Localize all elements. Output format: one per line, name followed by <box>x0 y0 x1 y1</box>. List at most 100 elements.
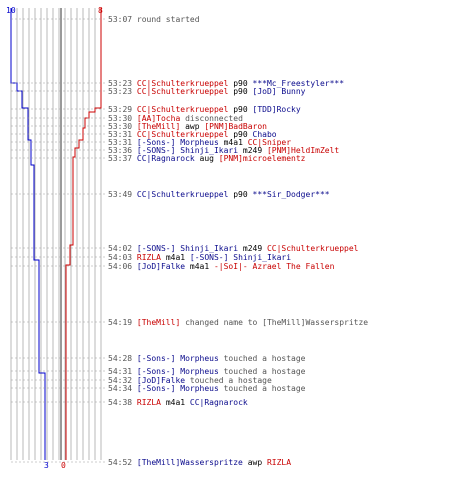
event-row: 53:29 CC|Schulterkrueppel p90 [TDD]Rocky <box>108 105 301 114</box>
player-name: [PNM]BadBaron <box>204 122 267 131</box>
player-name: Chabo <box>252 130 277 139</box>
event-time: 53:37 <box>108 154 137 163</box>
event-time: 53:23 <box>108 87 137 96</box>
player-name: [PNM]microelementz <box>218 154 306 163</box>
event-row: 53:23 CC|Schulterkrueppel p90 [JoD] Bunn… <box>108 87 306 96</box>
event-text: awp <box>180 122 205 131</box>
event-row: 54:06 [JoD]Falke m4a1 -|SoI|- Azrael The… <box>108 262 334 271</box>
event-time: 53:30 <box>108 122 137 131</box>
player-name: [AA]Tocha <box>136 114 181 123</box>
event-row: 53:07 round started <box>108 15 200 24</box>
event-time: 54:31 <box>108 367 137 376</box>
team-count-timeline <box>10 8 107 463</box>
event-text: p90 <box>228 190 253 199</box>
event-time: 53:31 <box>108 138 137 147</box>
player-name: [JoD]Falke <box>136 262 186 271</box>
event-row: 53:31 [-Sons-] Morpheus m4a1 CC|Sniper <box>108 138 291 147</box>
event-row: 53:36 [-SONS-] Shinji_Ikari m249 [PNM]He… <box>108 146 339 155</box>
event-text: aug <box>194 154 219 163</box>
red-count-start: 8 <box>98 6 103 15</box>
event-time: 54:38 <box>108 398 137 407</box>
player-name: CC|Schulterkrueppel <box>136 190 229 199</box>
player-name: [TheMill] <box>136 122 181 131</box>
player-name: CC|Ragnarock <box>189 398 248 407</box>
blue-count-end: 3 <box>44 461 49 470</box>
event-row: 54:31 [-Sons-] Morpheus touched a hostag… <box>108 367 306 376</box>
player-name: [JoD]Falke <box>136 376 186 385</box>
event-text: p90 <box>228 130 253 139</box>
player-name: RIZLA <box>266 458 292 467</box>
red-team-line <box>65 8 102 460</box>
player-name: [TDD]Rocky <box>252 105 301 114</box>
player-name: [JoD] Bunny <box>252 87 306 96</box>
player-name: CC|Schulterkrueppel <box>136 130 229 139</box>
event-time: 53:36 <box>108 146 137 155</box>
event-text: touched a hostage <box>185 376 272 385</box>
event-row: 54:34 [-Sons-] Morpheus touched a hostag… <box>108 384 306 393</box>
event-time: 53:31 <box>108 130 137 139</box>
event-time: 53:07 <box>108 15 137 24</box>
event-row: 54:03 RIZLA m4a1 [-SONS-] Shinji_Ikari <box>108 253 291 262</box>
player-name: CC|Schulterkrueppel <box>136 105 229 114</box>
player-name: [-Sons-] Morpheus <box>136 367 219 376</box>
event-time: 54:32 <box>108 376 137 385</box>
event-text: touched a hostage <box>218 354 306 363</box>
event-text: round started <box>136 15 200 24</box>
event-row: 53:23 CC|Schulterkrueppel p90 ***Mc_Free… <box>108 79 344 88</box>
event-row: 54:38 RIZLA m4a1 CC|Ragnarock <box>108 398 248 407</box>
event-row: 53:30 [TheMill] awp [PNM]BadBaron <box>108 122 267 131</box>
event-row: 53:37 CC|Ragnarock aug [PNM]microelement… <box>108 154 306 163</box>
event-row: 54:02 [-SONS-] Shinji_Ikari m249 CC|Schu… <box>108 244 358 253</box>
event-text: awp <box>242 458 267 467</box>
event-text: p90 <box>228 79 253 88</box>
player-name: [TheMill]Wasserspritze <box>136 458 243 467</box>
event-text: m4a1 <box>161 398 190 407</box>
event-time: 54:03 <box>108 253 137 262</box>
event-text: p90 <box>228 105 253 114</box>
event-text: m249 <box>238 146 267 155</box>
player-name: [-Sons-] Morpheus <box>136 354 219 363</box>
event-row: 54:19 [TheMill] changed name to [TheMill… <box>108 318 368 327</box>
event-time: 53:29 <box>108 105 137 114</box>
event-text: changed name to [TheMill]Wasserspritze <box>180 318 369 327</box>
player-name: CC|Sniper <box>247 138 292 147</box>
event-row: 53:30 [AA]Tocha disconnected <box>108 114 243 123</box>
event-text: m4a1 <box>218 138 248 147</box>
player-name: CC|Schulterkrueppel <box>266 244 359 253</box>
event-time: 54:02 <box>108 244 137 253</box>
event-row: 54:52 [TheMill]Wasserspritze awp RIZLA <box>108 458 291 467</box>
player-name: [-SONS-] Shinji_Ikari <box>136 146 239 155</box>
blue-team-line <box>10 8 46 460</box>
player-name: [PNM]HeldImZelt <box>266 146 340 155</box>
event-time: 54:19 <box>108 318 137 327</box>
event-text: m4a1 <box>185 262 214 271</box>
event-time: 53:23 <box>108 79 137 88</box>
event-text: touched a hostage <box>218 384 306 393</box>
player-name: CC|Schulterkrueppel <box>136 79 229 88</box>
player-name: CC|Schulterkrueppel <box>136 87 229 96</box>
player-name: ***Mc_Freestyler*** <box>252 79 345 88</box>
blue-count-start: 10 <box>6 6 16 15</box>
red-count-end: 0 <box>61 461 66 470</box>
event-row: 53:49 CC|Schulterkrueppel p90 ***Sir_Dod… <box>108 190 330 199</box>
event-text: touched a hostage <box>218 367 306 376</box>
event-text: p90 <box>228 87 253 96</box>
event-time: 54:06 <box>108 262 137 271</box>
event-text: m4a1 <box>161 253 190 262</box>
player-name: RIZLA <box>136 253 161 262</box>
player-name: CC|Ragnarock <box>136 154 195 163</box>
event-time: 54:28 <box>108 354 137 363</box>
player-name: [-Sons-] Morpheus <box>136 138 219 147</box>
player-name: [-SONS-] Shinji_Ikari <box>189 253 292 262</box>
event-row: 53:31 CC|Schulterkrueppel p90 Chabo <box>108 130 277 139</box>
player-name: ***Sir_Dodger*** <box>252 190 330 199</box>
event-time: 53:49 <box>108 190 137 199</box>
player-name: [TheMill] <box>136 318 181 327</box>
event-time: 53:30 <box>108 114 137 123</box>
player-name: [-SONS-] Shinji_Ikari <box>136 244 239 253</box>
event-row: 54:32 [JoD]Falke touched a hostage <box>108 376 272 385</box>
event-text: disconnected <box>180 114 243 123</box>
player-name: -|SoI|- Azrael The Fallen <box>213 262 335 271</box>
event-row: 54:28 [-Sons-] Morpheus touched a hostag… <box>108 354 306 363</box>
